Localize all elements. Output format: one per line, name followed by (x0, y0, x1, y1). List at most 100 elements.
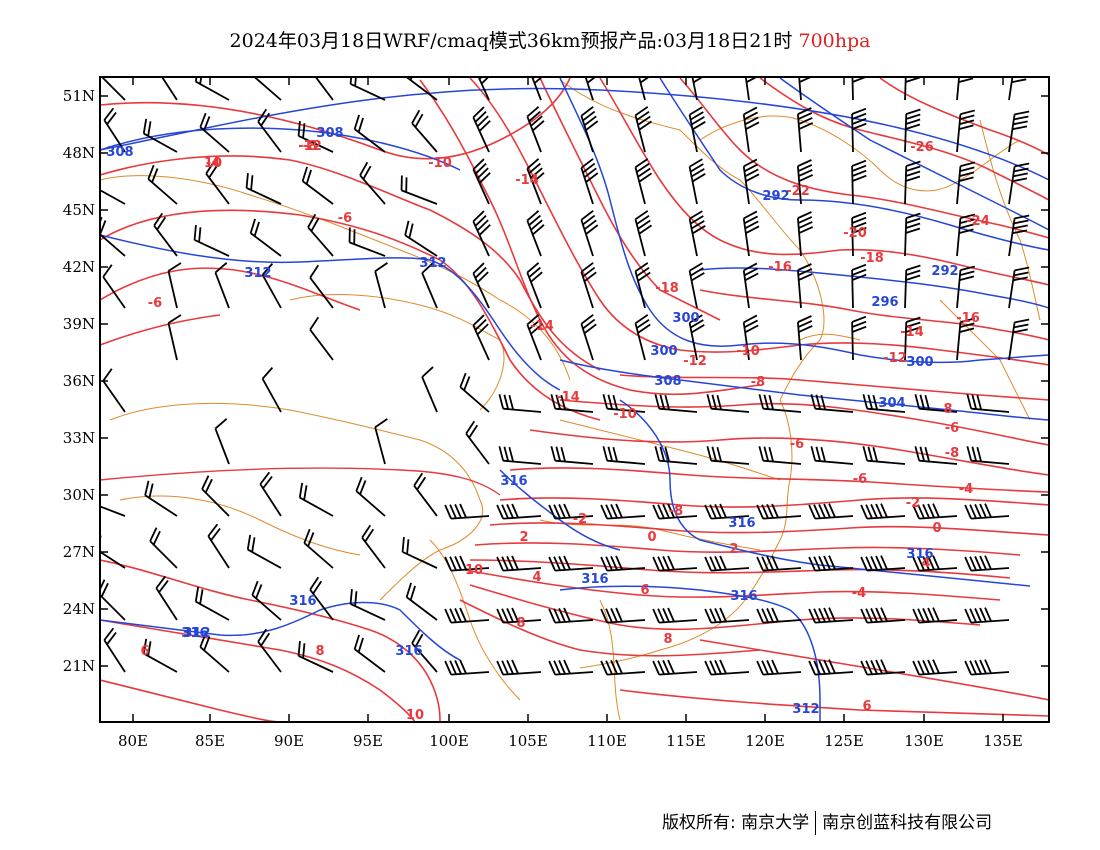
wind-barb-flag (246, 534, 252, 550)
wind-barb (195, 600, 230, 621)
wind-barb (100, 550, 126, 569)
wind-barb-flag (526, 210, 540, 222)
copyright-left: 版权所有: 南京大学 (662, 813, 810, 833)
wind-barb (638, 77, 646, 101)
map-frame (99, 76, 1050, 723)
temperature-contour-label: 10 (406, 708, 424, 723)
wind-barb-flag (106, 631, 117, 645)
wind-barb-flag (580, 158, 594, 169)
wind-barb-flag (193, 225, 197, 241)
wind-barb-flag (309, 264, 320, 279)
wind-barb (742, 270, 750, 309)
wind-barb-flag (875, 503, 883, 518)
wind-barb-flag (691, 324, 705, 334)
wind-barb (851, 77, 854, 101)
temperature-contour-label: 0 (647, 530, 656, 545)
wind-barb (580, 219, 594, 257)
wind-barb-flag (960, 68, 974, 72)
wind-barb-flag (659, 446, 665, 462)
wind-barb (904, 217, 908, 257)
temperature-contour-label: 10 (465, 563, 483, 578)
wind-barb (851, 269, 854, 309)
wind-barb-flag (503, 394, 509, 410)
wind-barb-flag (531, 64, 542, 74)
wind-barb-flag (449, 608, 457, 623)
wind-barb-flag (852, 67, 866, 72)
wind-barb-flag (205, 160, 216, 175)
wind-barb-flag (454, 607, 462, 623)
wind-barb-flag (912, 608, 920, 624)
wind-barb-flag (558, 607, 566, 623)
wind-barb-flag (563, 555, 571, 570)
wind-barb-flag (766, 659, 774, 675)
wind-barb (797, 114, 802, 153)
wind-barb-flag (586, 77, 597, 84)
wind-barb-flag (756, 660, 764, 676)
wind-barb-flag (444, 608, 452, 624)
wind-barb (100, 189, 126, 205)
wind-barb (971, 671, 1010, 676)
wind-barb-flag (582, 162, 596, 174)
wind-barb-flag (612, 446, 618, 462)
wind-barb-flag (797, 164, 813, 172)
lat-label: 48N (63, 144, 95, 162)
wind-barb-flag (498, 394, 505, 409)
wind-barb (194, 239, 230, 257)
wind-barb-flag (201, 475, 210, 490)
wind-barb-flag (851, 315, 867, 323)
wind-barb (472, 221, 490, 257)
wind-barb-flag (714, 555, 722, 571)
wind-barb-flag (210, 527, 221, 541)
wind-barb (763, 459, 802, 465)
wind-barb-flag (496, 556, 504, 572)
wind-barb-flag (638, 65, 650, 73)
wind-barb-flag (768, 394, 774, 410)
wind-barb-flag (763, 446, 769, 462)
wind-barb-flag (637, 271, 651, 282)
wind-barb (659, 515, 698, 520)
wind-barb (607, 567, 646, 572)
wind-barb-flag (610, 503, 618, 519)
wind-barb-flag (905, 264, 921, 271)
wind-barb-flag (689, 262, 703, 272)
wind-barb-flag (657, 556, 665, 571)
wind-barb (1008, 166, 1016, 205)
wind-barb-flag (966, 446, 973, 461)
wind-barb-flag (158, 579, 169, 593)
wind-barb-flag (756, 504, 764, 520)
wind-barb-flag (689, 158, 703, 168)
wind-barb-flag (305, 169, 312, 185)
wind-barb-flag (657, 608, 665, 623)
wind-barb-flag (958, 124, 974, 130)
wind-barb (971, 515, 1010, 520)
wind-barb-flag (716, 394, 722, 410)
temperature-contour-label: -12 (298, 139, 322, 154)
wind-barb-flag (610, 659, 618, 675)
wind-barb (763, 619, 802, 624)
height-contour-label: 308 (316, 126, 343, 141)
wind-barb-flag (581, 55, 593, 64)
wind-barb-flag (560, 394, 566, 410)
wind-barb-flag (865, 608, 873, 623)
wind-barb-flag (416, 476, 427, 491)
wind-barb-flag (355, 476, 363, 492)
wind-barb-flag (302, 643, 306, 659)
wind-barb-flag (744, 116, 759, 126)
wind-barb-flag (932, 555, 940, 570)
wind-barb-flag (409, 77, 413, 81)
wind-barb-flag (766, 503, 774, 519)
wind-barb-flag (798, 221, 813, 229)
wind-barb (797, 322, 802, 361)
wind-barb-flag (664, 394, 670, 410)
wind-barb-flag (690, 319, 704, 329)
wind-barb-flag (691, 60, 704, 68)
wind-barb-flag (906, 57, 920, 62)
wind-barb-flag (667, 607, 675, 622)
wind-barb-flag (979, 607, 987, 622)
wind-barb-flag (714, 607, 722, 623)
wind-barb (155, 587, 178, 621)
wind-barb-flag (1012, 125, 1028, 131)
wind-barb-flag (501, 608, 509, 623)
wind-barb-flag (638, 172, 653, 183)
wind-barb (763, 515, 802, 520)
